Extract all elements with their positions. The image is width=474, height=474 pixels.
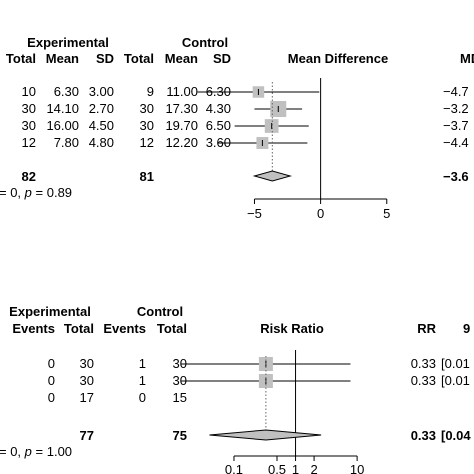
top-row-exp-sd: 4.80 <box>89 135 114 150</box>
bottom-total-ctl: 75 <box>173 428 187 443</box>
top-row-ctl-sd: 6.50 <box>206 118 231 133</box>
top-col-ctl-total: Total <box>124 51 154 66</box>
bottom-row-exp-total: 30 <box>80 356 94 371</box>
bottom-row-effect: 0.33 <box>411 373 436 388</box>
bottom-total-ci: [0.04 <box>441 428 471 443</box>
bottom-row-ctl-total: 30 <box>173 373 187 388</box>
bottom-row-ci: [0.01 <box>441 356 470 371</box>
top-row-exp-sd: 4.50 <box>89 118 114 133</box>
bottom-right-header: RR <box>417 321 436 336</box>
top-row-ctl-total: 9 <box>147 84 154 99</box>
bottom-pooled-diamond <box>209 429 322 441</box>
top-row-exp-sd: 3.00 <box>89 84 114 99</box>
top-col-exp-sd: SD <box>96 51 114 66</box>
top-row-effect: −4.7 <box>443 84 469 99</box>
forest-plot-mean-difference: Experimental Control Total Mean SD Total… <box>0 35 474 221</box>
bottom-col-exp-total: Total <box>64 321 94 336</box>
bottom-row-exp-total: 17 <box>80 390 94 405</box>
bottom-row-ctl-events: 1 <box>139 373 146 388</box>
bottom-x-tick-label: 0.1 <box>225 462 243 474</box>
top-total-ctl: 81 <box>140 169 154 184</box>
top-row-ctl-mean: 17.30 <box>165 101 198 116</box>
top-total-exp: 82 <box>22 169 36 184</box>
bottom-col-exp-events: Events <box>12 321 55 336</box>
top-x-tick-label: 5 <box>383 206 390 221</box>
top-row-ctl-total: 12 <box>140 135 154 150</box>
bottom-row-effect: 0.33 <box>411 356 436 371</box>
top-col-ctl-mean: Mean <box>165 51 198 66</box>
bottom-heterogeneity: = 0, p = 1.00 <box>0 444 72 459</box>
bottom-row-ctl-total: 30 <box>173 356 187 371</box>
top-right-header: MD <box>460 51 474 66</box>
top-row-exp-mean: 16.00 <box>46 118 79 133</box>
top-row-effect: −3.7 <box>443 118 469 133</box>
top-study-rows: 10 6.30 3.00 9 11.00 6.30 −4.730 14.10 2.70 30 17.… <box>22 84 469 150</box>
bottom-x-tick-label: 2 <box>310 462 317 474</box>
top-row-exp-mean: 7.80 <box>54 135 79 150</box>
top-row-ctl-total: 30 <box>140 118 154 133</box>
bottom-row-ctl-events: 1 <box>139 356 146 371</box>
top-col-exp-total: Total <box>6 51 36 66</box>
bottom-col-ctl-total: Total <box>157 321 187 336</box>
bottom-total-effect: 0.33 <box>411 428 436 443</box>
bottom-row-exp-events: 0 <box>48 356 55 371</box>
top-row-effect: −3.2 <box>443 101 469 116</box>
top-row-ctl-sd: 4.30 <box>206 101 231 116</box>
bottom-row-exp-events: 0 <box>48 373 55 388</box>
bottom-effect-label: Risk Ratio <box>260 321 324 336</box>
top-total-effect: −3.6 <box>443 169 469 184</box>
top-x-tick-label: 0 <box>317 206 324 221</box>
top-pooled-diamond <box>252 170 293 182</box>
bottom-row-exp-total: 30 <box>80 373 94 388</box>
top-row-exp-total: 12 <box>22 135 36 150</box>
top-row-ctl-mean: 11.00 <box>166 84 198 99</box>
bottom-row-exp-events: 0 <box>48 390 55 405</box>
bottom-x-tick-label: 10 <box>350 462 364 474</box>
top-x-tick-label: −5 <box>247 206 262 221</box>
top-group-experimental: Experimental <box>27 35 109 50</box>
bottom-x-tick-label: 0.5 <box>268 462 286 474</box>
bottom-study-rows: 0 30 1 30 0.33 [0.01 0 30 1 30 0.33 [0.01 0 17 0 15 <box>48 356 470 405</box>
top-row-exp-sd: 2.70 <box>89 101 114 116</box>
bottom-plot-area: 0.1 0.5 1 2 10 <box>181 350 364 474</box>
bottom-group-control: Control <box>137 304 183 319</box>
top-row-ctl-total: 30 <box>140 101 154 116</box>
top-effect-label: Mean Difference <box>288 51 388 66</box>
top-col-exp-mean: Mean <box>46 51 79 66</box>
top-row-ctl-mean: 12.20 <box>165 135 198 150</box>
top-heterogeneity: = 0, p = 0.89 <box>0 185 72 200</box>
bottom-group-experimental: Experimental <box>9 304 91 319</box>
bottom-row-ctl-events: 0 <box>139 390 146 405</box>
bottom-total-exp: 77 <box>80 428 94 443</box>
top-row-exp-total: 10 <box>22 84 36 99</box>
bottom-x-tick-label: 1 <box>292 462 299 474</box>
bottom-row-ci: [0.01 <box>441 373 470 388</box>
top-row-ctl-mean: 19.70 <box>165 118 198 133</box>
forest-plot-risk-ratio: Experimental Control Events Total Events… <box>0 304 471 474</box>
top-group-control: Control <box>182 35 228 50</box>
top-row-exp-mean: 14.10 <box>46 101 79 116</box>
top-plot-area: −5 0 5 <box>197 78 390 221</box>
top-col-ctl-sd: SD <box>213 51 231 66</box>
top-row-exp-total: 30 <box>22 118 36 133</box>
bottom-col-ctl-events: Events <box>103 321 146 336</box>
bottom-right-header-2: 9 <box>463 321 470 336</box>
top-row-effect: −4.4 <box>443 135 469 150</box>
top-row-exp-total: 30 <box>22 101 36 116</box>
top-row-exp-mean: 6.30 <box>54 84 79 99</box>
bottom-row-ctl-total: 15 <box>173 390 187 405</box>
